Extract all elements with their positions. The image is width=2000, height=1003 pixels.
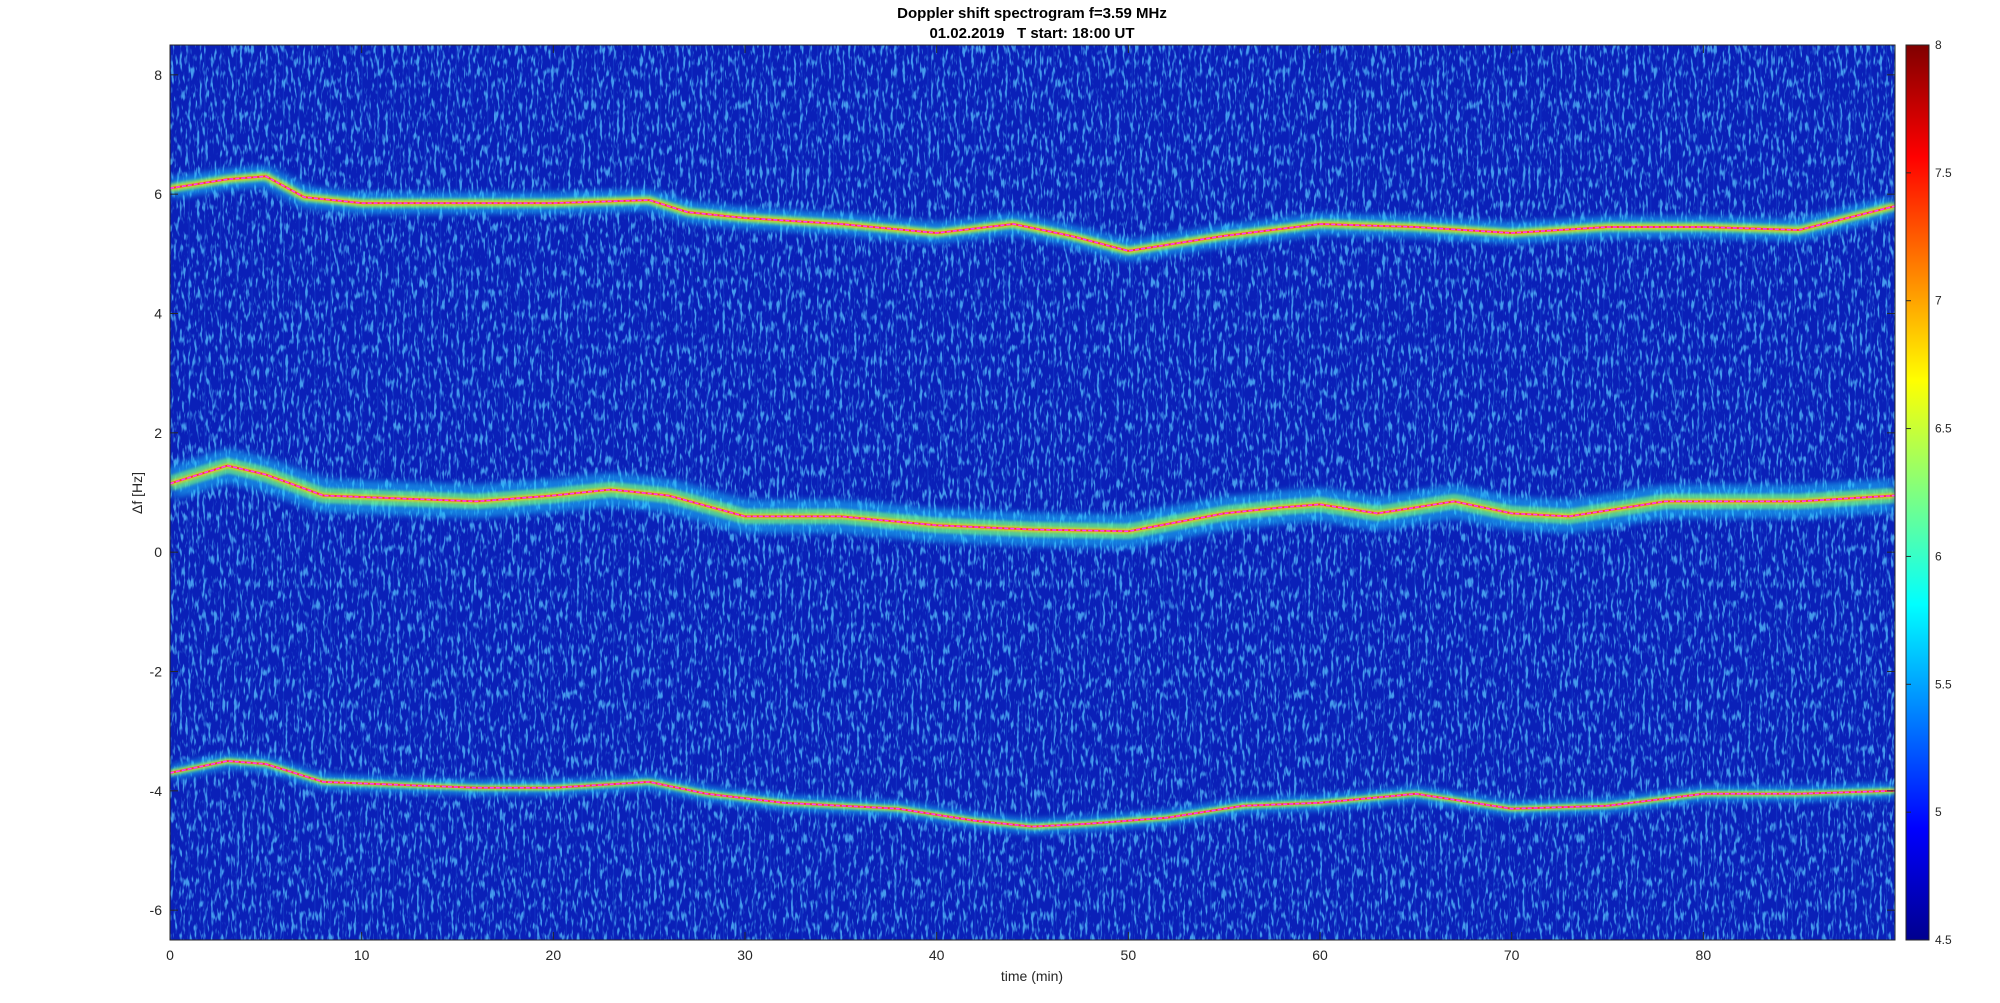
x-tick-label: 70	[1504, 947, 1520, 963]
x-tick-label: 60	[1312, 947, 1328, 963]
colorbar-tick-label: 4.5	[1935, 933, 1952, 947]
colorbar-tick-label: 7.5	[1935, 166, 1952, 180]
trace-magenta	[170, 464, 1895, 533]
y-tick-label: -2	[150, 664, 163, 680]
y-tick-label: 2	[154, 425, 162, 441]
colorbar-tick-label: 6	[1935, 549, 1942, 563]
chart-title: Doppler shift spectrogram f=3.59 MHz	[897, 5, 1167, 22]
colorbar-ticks: 4.5 5 5.5 6 6.5 7 7.5 8	[1906, 38, 1952, 947]
x-tick-label: 40	[929, 947, 945, 963]
colorbar-tick-label: 7	[1935, 294, 1942, 308]
y-tick-label: 0	[154, 544, 162, 560]
y-axis-ticks: -6 -4 -2 0 2 4 6 8	[150, 67, 1895, 918]
y-tick-label: 6	[154, 186, 162, 202]
trace-magenta	[170, 760, 1895, 828]
x-axis-ticks: 0 10 20 30 40 50 60 70 80	[166, 45, 1711, 963]
colorbar-tick-label: 5	[1935, 805, 1942, 819]
x-tick-label: 20	[546, 947, 562, 963]
colorbar-tick-label: 8	[1935, 38, 1942, 52]
x-tick-label: 10	[354, 947, 370, 963]
y-tick-label: -6	[150, 902, 163, 918]
x-tick-label: 0	[166, 947, 174, 963]
plot-border	[169, 44, 1896, 941]
x-tick-label: 50	[1121, 947, 1137, 963]
colorbar-tick-label: 5.5	[1935, 677, 1952, 691]
x-tick-label: 30	[737, 947, 753, 963]
y-tick-label: 8	[154, 67, 162, 83]
chart-subtitle: 01.02.2019 T start: 18:00 UT	[929, 25, 1134, 42]
trace-magenta	[170, 175, 1895, 252]
y-axis-label: Δf [Hz]	[129, 472, 145, 514]
x-tick-label: 80	[1696, 947, 1712, 963]
x-axis-label: time (min)	[1001, 968, 1063, 984]
colorbar-tick-label: 6.5	[1935, 422, 1952, 436]
colorbar	[1905, 44, 1930, 941]
y-tick-label: 4	[154, 306, 162, 322]
y-tick-label: -4	[150, 783, 163, 799]
plot-area	[170, 45, 1895, 940]
frequency-traces	[170, 175, 1895, 828]
